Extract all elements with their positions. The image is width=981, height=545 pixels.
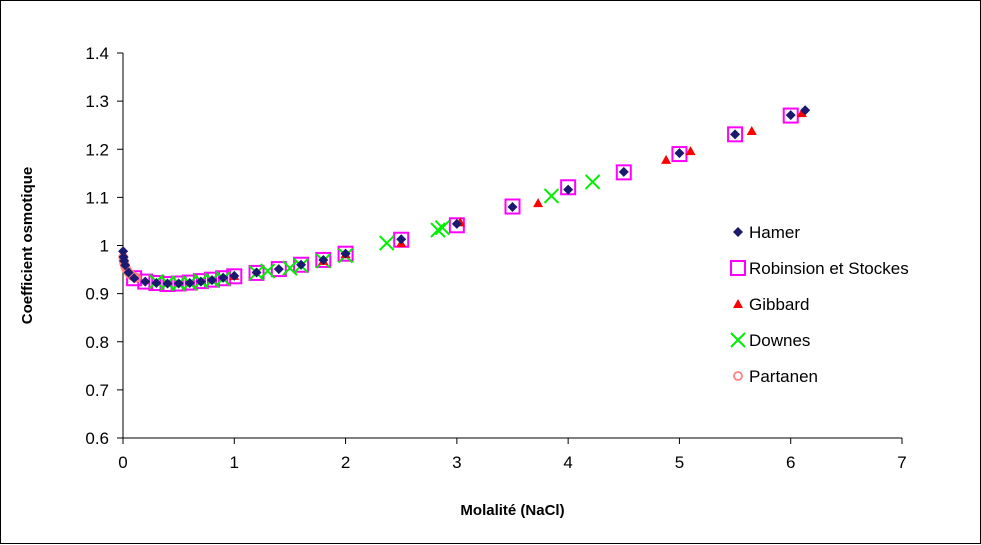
y-tick-label: 1.2 xyxy=(85,140,109,159)
data-point xyxy=(296,259,307,270)
legend-item: Gibbard xyxy=(733,295,809,314)
y-tick-label: 0.8 xyxy=(85,333,109,352)
y-tick-label: 1.3 xyxy=(85,92,109,111)
x-tick-label: 0 xyxy=(118,453,127,472)
x-tick-label: 6 xyxy=(786,453,795,472)
data-point xyxy=(140,276,151,287)
legend-marker xyxy=(733,227,743,237)
data-point xyxy=(618,166,629,177)
data-point xyxy=(451,218,462,229)
data-point xyxy=(173,278,184,289)
data-point xyxy=(226,268,243,285)
axes xyxy=(117,52,903,444)
data-point xyxy=(543,188,560,204)
data-point xyxy=(430,222,446,238)
data-point xyxy=(615,164,632,181)
data-point xyxy=(727,126,744,143)
data-point xyxy=(195,276,206,287)
data-point xyxy=(337,245,354,262)
data-point xyxy=(746,125,757,135)
x-tick-label: 5 xyxy=(675,453,684,472)
data-point xyxy=(162,278,173,289)
data-point xyxy=(215,270,232,287)
data-point xyxy=(674,148,685,159)
series-x xyxy=(148,174,601,292)
data-point xyxy=(730,129,741,140)
data-point xyxy=(563,184,574,195)
legend-marker xyxy=(733,371,743,381)
data-point xyxy=(229,270,240,281)
legend-item: Partanen xyxy=(733,367,818,386)
data-point xyxy=(129,273,140,284)
data-point xyxy=(533,198,544,208)
data-point xyxy=(207,275,218,286)
data-point xyxy=(151,278,162,289)
data-point xyxy=(685,146,696,156)
x-tick-label: 1 xyxy=(230,453,239,472)
data-point xyxy=(192,273,209,290)
y-tick-labels: 0.6 0.7 0.8 0.9 1 1.1 1.2 1.3 1.4 xyxy=(85,44,109,448)
legend-label: Hamer xyxy=(749,223,800,242)
data-point xyxy=(120,260,131,271)
data-point xyxy=(251,267,262,278)
x-tick-label: 3 xyxy=(452,453,461,472)
x-tick-label: 4 xyxy=(563,453,572,472)
data-point xyxy=(118,246,129,257)
x-tick-labels: 0 1 2 3 4 5 6 7 xyxy=(118,453,906,472)
data-point xyxy=(504,198,521,215)
legend-marker xyxy=(730,332,746,348)
data-point xyxy=(785,110,796,121)
data-point xyxy=(181,274,198,291)
y-tick-label: 1.1 xyxy=(85,188,109,207)
legend-item: Downes xyxy=(730,331,810,350)
data-point xyxy=(434,219,451,236)
series-diamond xyxy=(118,105,811,289)
x-tick-label: 2 xyxy=(341,453,350,472)
y-tick-label: 1.4 xyxy=(85,44,109,63)
legend-marker xyxy=(733,299,743,308)
data-point xyxy=(123,267,134,278)
data-point xyxy=(796,108,807,118)
data-point xyxy=(270,261,287,278)
data-point xyxy=(248,264,265,281)
data-point xyxy=(204,271,221,288)
series-square xyxy=(126,107,799,292)
legend-marker xyxy=(730,260,746,276)
legend-label: Robinsion et Stockes xyxy=(749,259,909,278)
x-axis-title: Molalité (NaCl) xyxy=(460,502,564,519)
data-point xyxy=(318,254,329,265)
data-point xyxy=(184,278,195,289)
x-tick-label: 7 xyxy=(897,453,906,472)
y-tick-label: 0.9 xyxy=(85,285,109,304)
y-tick-label: 0.7 xyxy=(85,381,109,400)
y-axis-title: Coefficient osmotique xyxy=(19,167,36,325)
y-tick-label: 0.6 xyxy=(85,429,109,448)
data-points xyxy=(118,105,811,292)
legend-item: Hamer xyxy=(733,223,800,242)
legend-label: Gibbard xyxy=(749,295,809,314)
data-point xyxy=(396,234,407,245)
data-point xyxy=(584,174,601,190)
data-point xyxy=(315,251,332,268)
data-point xyxy=(218,272,229,283)
data-point xyxy=(800,105,811,116)
legend: Hamer Robinsion et Stockes Gibbard Downes Pa… xyxy=(730,223,909,386)
legend-item: Robinsion et Stockes xyxy=(730,259,909,278)
data-point xyxy=(379,235,395,251)
data-point xyxy=(507,202,518,212)
legend-label: Downes xyxy=(749,331,810,350)
y-tick-label: 1 xyxy=(100,237,109,256)
data-point xyxy=(259,263,276,279)
data-point xyxy=(661,154,672,164)
data-point xyxy=(340,248,351,259)
legend-label: Partanen xyxy=(749,367,818,386)
data-point xyxy=(782,107,799,124)
data-point xyxy=(273,264,284,275)
